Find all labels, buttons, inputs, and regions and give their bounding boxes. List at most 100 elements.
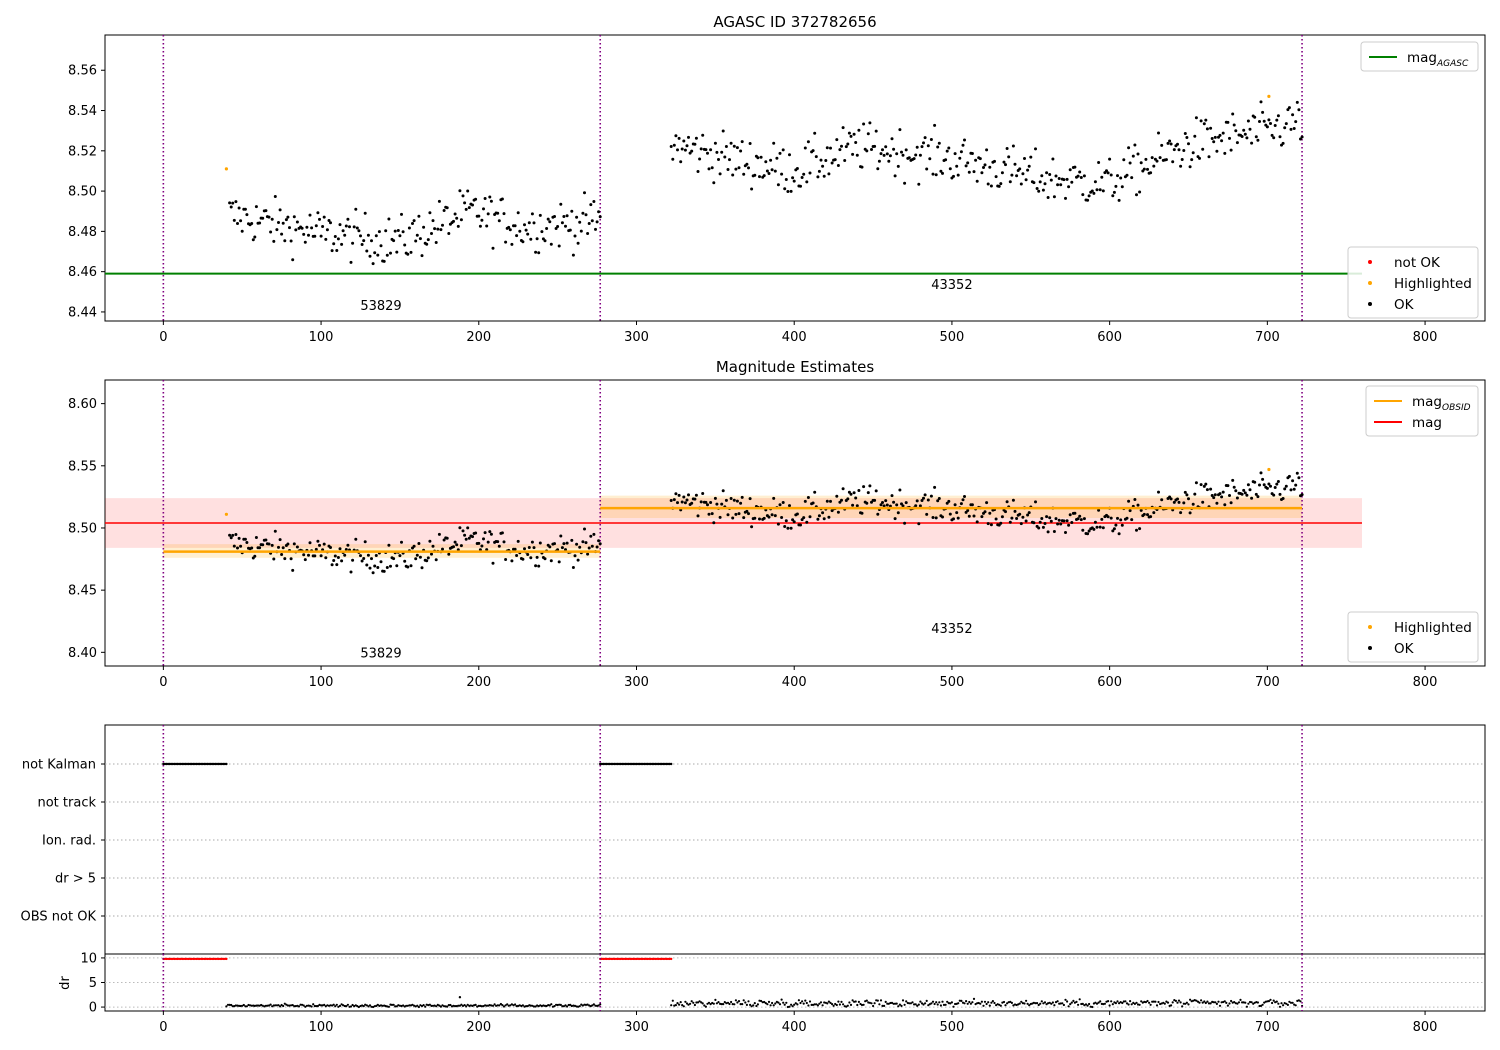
- mag-ok-point: [570, 538, 574, 542]
- dr-point: [1023, 1002, 1026, 1005]
- agasc-ok-point: [578, 220, 582, 224]
- agasc-ok-point: [376, 253, 380, 257]
- agasc-ok-point: [228, 201, 232, 205]
- mag-ok-point: [229, 536, 233, 540]
- agasc-ok-point: [1007, 155, 1011, 159]
- dr-point: [1086, 1004, 1089, 1007]
- mag-ok-point: [1231, 478, 1235, 482]
- mag-ok-point: [537, 564, 541, 568]
- mag-ok-point: [590, 544, 594, 548]
- agasc-ok-point: [463, 201, 467, 205]
- mag-ok-point: [885, 503, 889, 507]
- mag-ok-point: [1245, 493, 1249, 497]
- agasc-ok-point: [773, 169, 777, 173]
- agasc-xtick-label: 100: [309, 330, 334, 345]
- mag-ok-point: [903, 521, 907, 525]
- agasc-ok-point: [944, 158, 948, 162]
- agasc-ok-point: [549, 242, 553, 246]
- agasc-ok-point: [964, 164, 968, 168]
- magnitude-estimates-title: Magnitude Estimates: [716, 358, 874, 376]
- mag-ok-point: [959, 502, 963, 506]
- dr-point: [971, 1001, 974, 1004]
- agasc-ok-point: [548, 220, 552, 224]
- agasc-ok-point: [368, 254, 372, 258]
- agasc-ok-point: [778, 151, 782, 155]
- dr-point: [550, 1003, 553, 1006]
- agasc-ok-point: [1199, 119, 1203, 123]
- agasc-ok-point: [482, 207, 485, 211]
- dr-point: [408, 1004, 411, 1007]
- mag-ok-point: [379, 560, 383, 564]
- agasc-ok-point: [1135, 193, 1138, 197]
- agasc-ok-point: [1109, 173, 1113, 177]
- agasc-ok-point: [687, 135, 690, 139]
- dr-point: [791, 1005, 794, 1008]
- dr-point: [1271, 1001, 1274, 1005]
- dr-point: [862, 1003, 865, 1006]
- dr-point: [719, 1002, 722, 1006]
- dr-point: [939, 1004, 943, 1007]
- agasc-highlighted-point: [1267, 94, 1271, 98]
- mag-ok-point: [1133, 498, 1137, 501]
- dr-point: [1250, 1001, 1253, 1004]
- agasc-ok-point: [1183, 132, 1187, 135]
- mag-ok-point: [1187, 497, 1190, 501]
- agasc-ok-point: [1259, 100, 1263, 104]
- agasc-ok-point: [881, 148, 884, 152]
- mag-ok-point: [344, 548, 348, 551]
- mag-ok-point: [1019, 522, 1023, 526]
- agasc-ok-point: [527, 221, 531, 225]
- dr-point: [712, 1002, 715, 1005]
- agasc-ok-point: [1182, 149, 1186, 152]
- mag-ok-point: [776, 522, 780, 526]
- agasc-ok-point: [1287, 106, 1291, 110]
- dr-point: [704, 1005, 708, 1008]
- mag-ok-point: [1289, 488, 1293, 492]
- mag-ok-point: [366, 553, 370, 557]
- mag-ok-point: [1068, 513, 1072, 517]
- mag-ok-point: [1294, 483, 1298, 487]
- agasc-ok-point: [679, 160, 683, 164]
- mag-ok-point: [430, 552, 433, 556]
- dr-point: [1239, 998, 1242, 1002]
- dr-axis-label: dr: [58, 976, 73, 990]
- mag-ok-point: [489, 532, 493, 536]
- agasc-ok-point: [398, 234, 402, 238]
- mag-ok-point: [866, 491, 870, 495]
- dr-point: [463, 1004, 466, 1007]
- agasc-ok-point: [359, 234, 362, 238]
- agasc-top-legend-subscript: AGASC: [1436, 59, 1469, 69]
- dr-point: [1095, 1002, 1099, 1005]
- dr-ytick-label: 10: [80, 951, 97, 966]
- mag-ok-point: [232, 544, 236, 548]
- mag-ok-point: [510, 559, 514, 563]
- mag-ok-point: [1278, 492, 1282, 496]
- agasc-ok-point: [1000, 171, 1004, 175]
- agasc-ok-point: [983, 163, 987, 167]
- dr-point: [428, 1003, 431, 1006]
- dr-point: [1050, 1002, 1053, 1005]
- agasc-ok-point: [783, 187, 787, 191]
- agasc-ok-point: [362, 239, 366, 243]
- dr-point: [526, 1005, 529, 1008]
- agasc-ok-point: [1281, 141, 1285, 145]
- dr-point: [509, 1004, 512, 1007]
- agasc-ok-point: [1262, 119, 1266, 123]
- dr-point: [1155, 1004, 1159, 1007]
- dr-point: [745, 1003, 749, 1007]
- agasc-ok-point: [480, 218, 484, 222]
- mag-ok-point: [792, 520, 796, 524]
- mag-ok-point: [1116, 516, 1119, 520]
- mag-ok-point: [846, 497, 850, 501]
- mag-ok-point: [1018, 512, 1022, 516]
- mag-ok-point: [458, 526, 462, 530]
- agasc-ok-point: [1097, 161, 1101, 164]
- dr-point: [1146, 999, 1149, 1003]
- mag-ok-point: [817, 514, 821, 518]
- dr-point: [315, 1005, 318, 1008]
- agasc-ok-point: [788, 153, 791, 157]
- agasc-ok-point: [1193, 134, 1197, 138]
- agasc-ok-point: [1010, 173, 1014, 177]
- agasc-ok-point: [1270, 133, 1274, 137]
- dr-point: [730, 1000, 733, 1004]
